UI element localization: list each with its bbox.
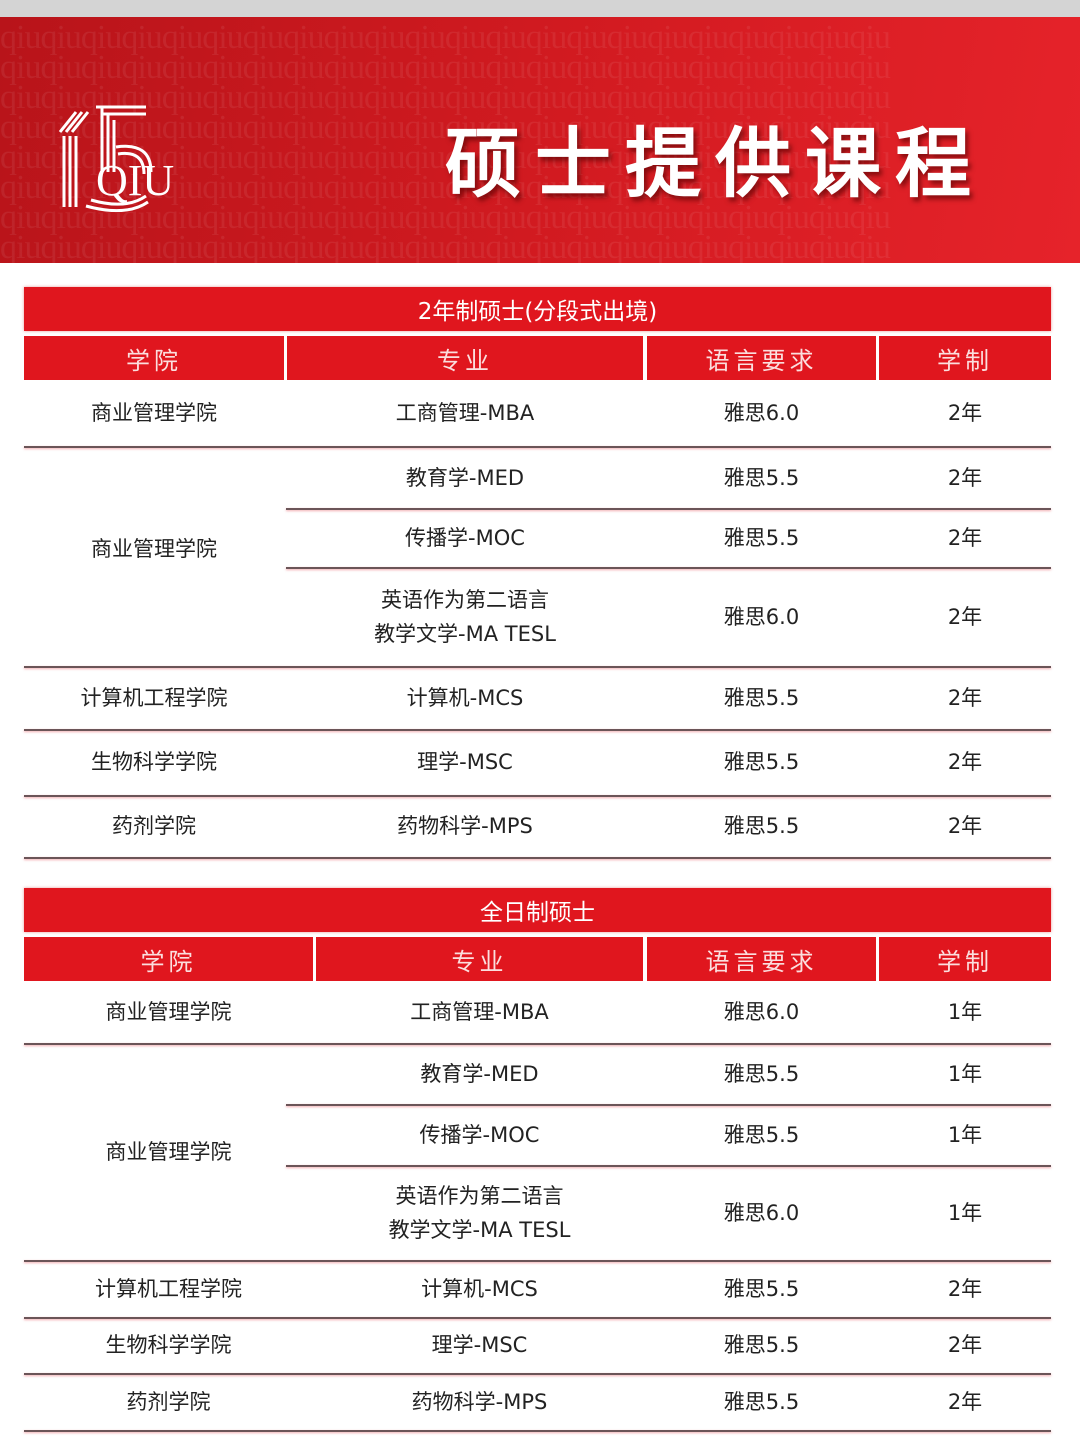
major-cell: 传播学-MOC xyxy=(405,525,525,550)
qiu-logo: QIU xyxy=(58,105,174,212)
language-cell: 雅思5.5 xyxy=(723,1333,800,1357)
column-header: 学制 xyxy=(879,937,1051,981)
duration-cell: 2年 xyxy=(947,525,983,550)
row-divider xyxy=(286,567,1051,569)
college-cell: 计算机工程学院 xyxy=(80,685,228,710)
column-header: 语言要求 xyxy=(647,937,876,981)
column-header: 学院 xyxy=(24,336,284,380)
page-title: 硕士提供课程 xyxy=(445,119,985,208)
major-cell: 英语作为第二语言 教学文学-MA TESL xyxy=(374,587,556,646)
major-cell: 传播学-MOC xyxy=(419,1122,540,1147)
language-cell: 雅思5.5 xyxy=(723,750,800,774)
language-cell: 雅思5.5 xyxy=(723,814,800,838)
major-cell: 计算机-MCS xyxy=(421,1276,538,1301)
banner: qiuqiuqiuqiuqiuqiuqiuqiuqiuqiuqiuqiuqiuq… xyxy=(0,17,1080,263)
row-divider xyxy=(24,666,1051,668)
language-cell: 雅思5.5 xyxy=(723,1061,800,1086)
row-divider xyxy=(24,446,1051,448)
duration-cell: 2年 xyxy=(947,1276,983,1301)
college-cell: 商业管理学院 xyxy=(91,401,217,425)
duration-cell: 1年 xyxy=(947,1061,983,1086)
major-cell: 工商管理-MBA xyxy=(410,1000,549,1024)
table-title: 全日制硕士 xyxy=(24,888,1051,932)
row-divider xyxy=(24,1430,1051,1432)
duration-cell: 1年 xyxy=(947,1122,983,1147)
language-cell: 雅思6.0 xyxy=(723,604,800,629)
language-cell: 雅思5.5 xyxy=(723,1122,800,1147)
duration-cell: 2年 xyxy=(947,401,983,425)
row-divider xyxy=(24,1317,1051,1319)
row-divider xyxy=(286,508,1051,510)
row-divider xyxy=(24,1260,1051,1262)
language-cell: 雅思6.0 xyxy=(723,1200,800,1225)
college-cell: 药剂学院 xyxy=(126,1389,211,1414)
row-divider xyxy=(24,795,1051,797)
college-cell: 商业管理学院 xyxy=(105,1139,232,1164)
college-cell: 药剂学院 xyxy=(112,814,196,838)
row-divider xyxy=(286,1104,1051,1106)
row-divider xyxy=(24,857,1051,859)
college-cell: 计算机工程学院 xyxy=(95,1276,242,1301)
duration-cell: 2年 xyxy=(947,685,983,710)
column-header: 语言要求 xyxy=(647,336,876,380)
top-strip xyxy=(0,0,1080,17)
college-cell: 生物科学学院 xyxy=(91,750,217,774)
language-cell: 雅思6.0 xyxy=(723,1000,800,1024)
language-cell: 雅思5.5 xyxy=(723,465,800,490)
major-cell: 理学-MSC xyxy=(417,750,513,774)
row-divider xyxy=(24,1373,1051,1375)
duration-cell: 1年 xyxy=(947,1200,983,1225)
duration-cell: 2年 xyxy=(947,1389,983,1414)
duration-cell: 2年 xyxy=(947,750,983,774)
duration-cell: 2年 xyxy=(947,465,983,490)
major-cell: 教育学-MED xyxy=(420,1061,539,1086)
column-header: 学制 xyxy=(879,336,1051,380)
major-cell: 计算机-MCS xyxy=(406,685,524,710)
row-divider xyxy=(286,1165,1051,1167)
language-cell: 雅思5.5 xyxy=(723,1389,800,1414)
college-cell: 商业管理学院 xyxy=(91,536,217,561)
language-cell: 雅思6.0 xyxy=(723,401,800,425)
major-cell: 工商管理-MBA xyxy=(395,401,535,425)
duration-cell: 1年 xyxy=(947,1000,983,1024)
language-cell: 雅思5.5 xyxy=(723,525,800,550)
major-cell: 药物科学-MPS xyxy=(397,814,533,838)
column-header: 学院 xyxy=(24,937,313,981)
column-header: 专业 xyxy=(287,336,643,380)
major-cell: 教育学-MED xyxy=(405,465,525,490)
duration-cell: 2年 xyxy=(947,1333,983,1357)
language-cell: 雅思5.5 xyxy=(723,1276,800,1301)
row-divider xyxy=(24,1043,1051,1045)
column-header: 专业 xyxy=(316,937,643,981)
college-cell: 商业管理学院 xyxy=(105,1000,232,1024)
duration-cell: 2年 xyxy=(947,604,983,629)
logo-text: QIU xyxy=(96,156,174,205)
duration-cell: 2年 xyxy=(947,814,983,838)
major-cell: 药物科学-MPS xyxy=(411,1389,548,1414)
college-cell: 生物科学学院 xyxy=(105,1333,232,1357)
table-title: 2年制硕士(分段式出境) xyxy=(24,287,1051,331)
major-cell: 英语作为第二语言 教学文学-MA TESL xyxy=(388,1183,571,1242)
row-divider xyxy=(24,729,1051,731)
language-cell: 雅思5.5 xyxy=(723,685,800,710)
major-cell: 理学-MSC xyxy=(431,1333,528,1357)
